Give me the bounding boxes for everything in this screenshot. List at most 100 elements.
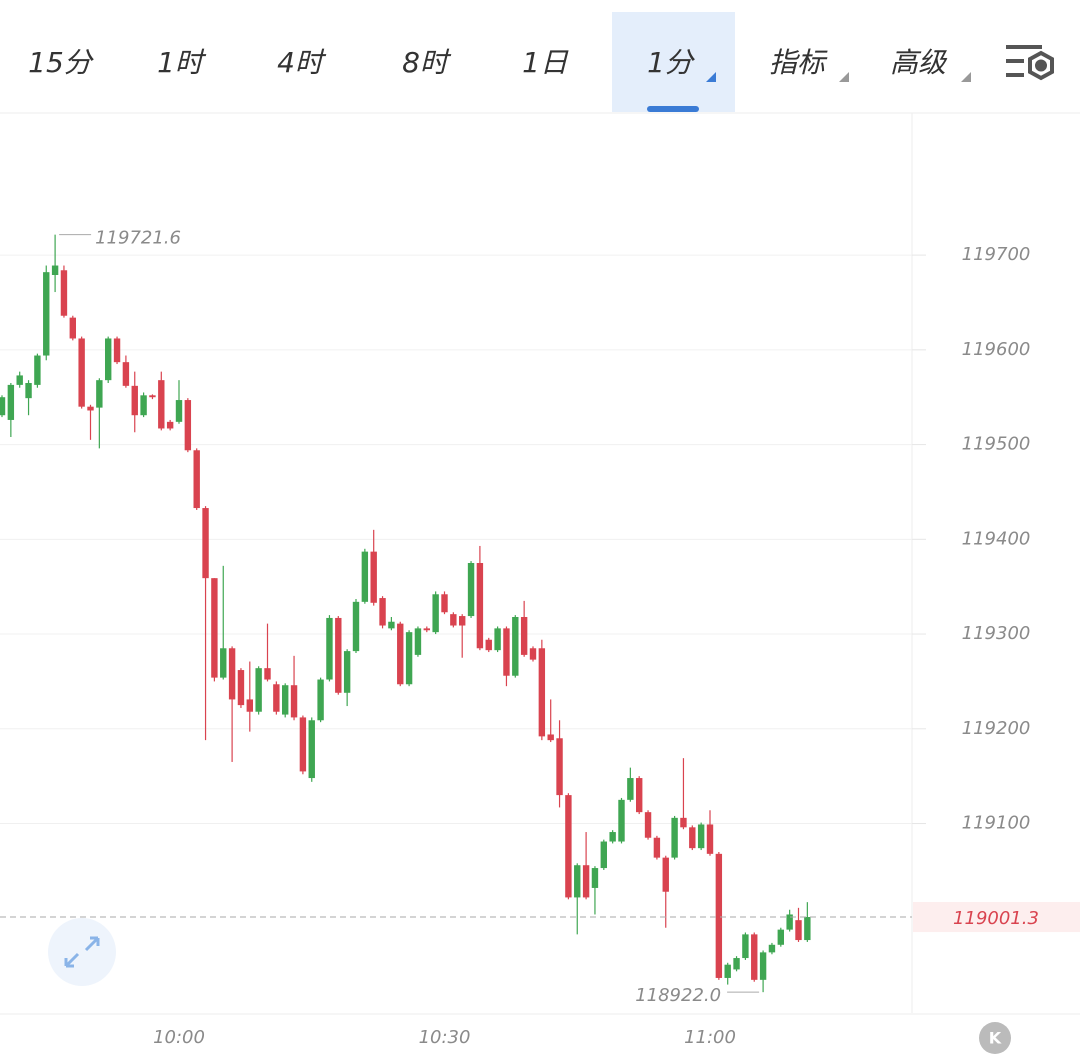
candle-body (335, 617, 342, 693)
dropdown-triangle (961, 72, 971, 82)
candle-body (609, 832, 616, 842)
candle-body (529, 648, 537, 660)
candle-body (759, 952, 767, 980)
candle-body (662, 857, 669, 892)
candle-body (370, 551, 377, 603)
candle-body (653, 837, 661, 858)
candle-body (405, 632, 413, 685)
candle-body (768, 944, 776, 953)
tab[interactable]: 1分 (647, 46, 696, 79)
candle-body (627, 778, 634, 800)
candle-body (352, 601, 360, 652)
candle-body (25, 383, 32, 399)
k-button-label: K (989, 1029, 1002, 1048)
candle-body (503, 628, 510, 676)
candle-body (317, 679, 324, 721)
tab[interactable]: 4时 (277, 46, 327, 79)
candle-body (689, 827, 696, 849)
active-tab-underline (647, 106, 699, 112)
candle-body (0, 397, 6, 416)
candle-body (184, 400, 192, 451)
candle-body (715, 853, 723, 978)
candle-body (538, 648, 546, 737)
candle-body (113, 338, 121, 363)
candle-body (131, 385, 138, 416)
candle-body (43, 272, 50, 356)
candle-body (441, 594, 448, 613)
candle-body (87, 406, 94, 411)
y-tick-label: 119100 (962, 813, 1031, 834)
candle-body (34, 355, 41, 385)
candle-body (423, 628, 430, 631)
settings-icon[interactable] (1006, 45, 1054, 81)
dropdown-triangle (706, 72, 716, 82)
candle-body (636, 778, 643, 813)
candle-body (78, 338, 85, 407)
candle-body (158, 380, 165, 429)
candle-body (582, 865, 590, 898)
candle-body (574, 865, 581, 898)
candle-body (724, 964, 731, 978)
y-tick-label: 119400 (962, 528, 1031, 549)
candle-body (211, 578, 218, 678)
candle-body (16, 375, 23, 385)
candle-body (450, 614, 457, 626)
candle-body (467, 563, 475, 617)
candle-body (680, 817, 687, 828)
tab[interactable]: 高级 (890, 46, 948, 79)
candle-body (264, 668, 271, 680)
candle-body (282, 685, 289, 715)
icon-dot (1035, 59, 1047, 72)
candle-body (51, 265, 59, 275)
candle-body (193, 450, 200, 509)
expand-icon (64, 936, 100, 968)
dropdown-triangle (839, 72, 849, 82)
candle-body (397, 623, 404, 685)
candle-body (122, 362, 130, 386)
candle-body (7, 384, 15, 420)
candle-body (220, 648, 227, 678)
candle-body (742, 934, 749, 959)
candle-body (273, 684, 280, 712)
x-tick-label: 10:30 (419, 1027, 471, 1048)
y-tick-label: 119700 (962, 244, 1031, 265)
candle-body (166, 421, 174, 429)
candle-body (618, 799, 625, 842)
candle-body (149, 395, 156, 398)
candle-body (414, 628, 422, 655)
candle-body (308, 720, 315, 779)
low-marker-label: 118922.0 (635, 985, 721, 1006)
candle-body (777, 929, 784, 945)
y-tick-label: 119500 (962, 434, 1031, 455)
candle-body (299, 717, 307, 772)
candle-body (105, 338, 112, 381)
candle-body (751, 934, 758, 980)
tab[interactable]: 8时 (402, 46, 452, 79)
candle-body (388, 621, 395, 629)
candle-body (459, 616, 466, 626)
candle-body (706, 824, 714, 854)
tab[interactable]: 15分 (28, 46, 95, 79)
candle-body (494, 628, 501, 651)
candle-body (326, 617, 333, 680)
last-price-label: 119001.3 (953, 908, 1039, 929)
candle-body (96, 380, 103, 408)
active-tab-bg (612, 12, 735, 112)
candle-body (175, 400, 183, 422)
k-button[interactable] (979, 1022, 1011, 1054)
tab[interactable]: 1时 (157, 46, 207, 79)
candle-body (255, 668, 262, 712)
candle-body (697, 824, 705, 849)
tab[interactable]: 指标 (769, 46, 828, 79)
candle-body (343, 651, 351, 693)
candle-body (671, 817, 678, 858)
candle-body (786, 914, 793, 930)
tab[interactable]: 1日 (522, 46, 569, 79)
candle-body (60, 270, 68, 316)
expand-button[interactable] (48, 918, 116, 986)
candle-body (795, 920, 802, 941)
candle-body (246, 699, 253, 712)
candle-body (237, 670, 245, 706)
